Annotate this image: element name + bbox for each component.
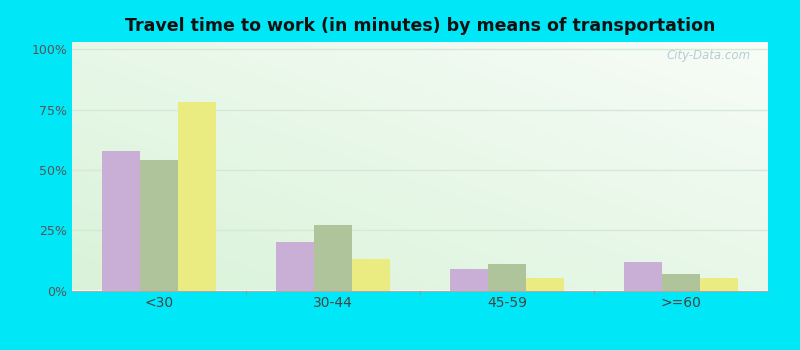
Bar — [352, 259, 390, 290]
Bar — [526, 279, 565, 290]
Bar — [178, 102, 217, 290]
Bar — [700, 279, 738, 290]
Bar — [314, 225, 352, 290]
Text: City-Data.com: City-Data.com — [666, 49, 750, 62]
Bar — [102, 150, 140, 290]
Title: Travel time to work (in minutes) by means of transportation: Travel time to work (in minutes) by mean… — [125, 17, 715, 35]
Bar — [450, 269, 488, 290]
Bar — [662, 274, 700, 290]
Bar — [623, 261, 662, 290]
Bar — [140, 160, 178, 290]
Bar — [488, 264, 526, 290]
Bar — [275, 242, 314, 290]
